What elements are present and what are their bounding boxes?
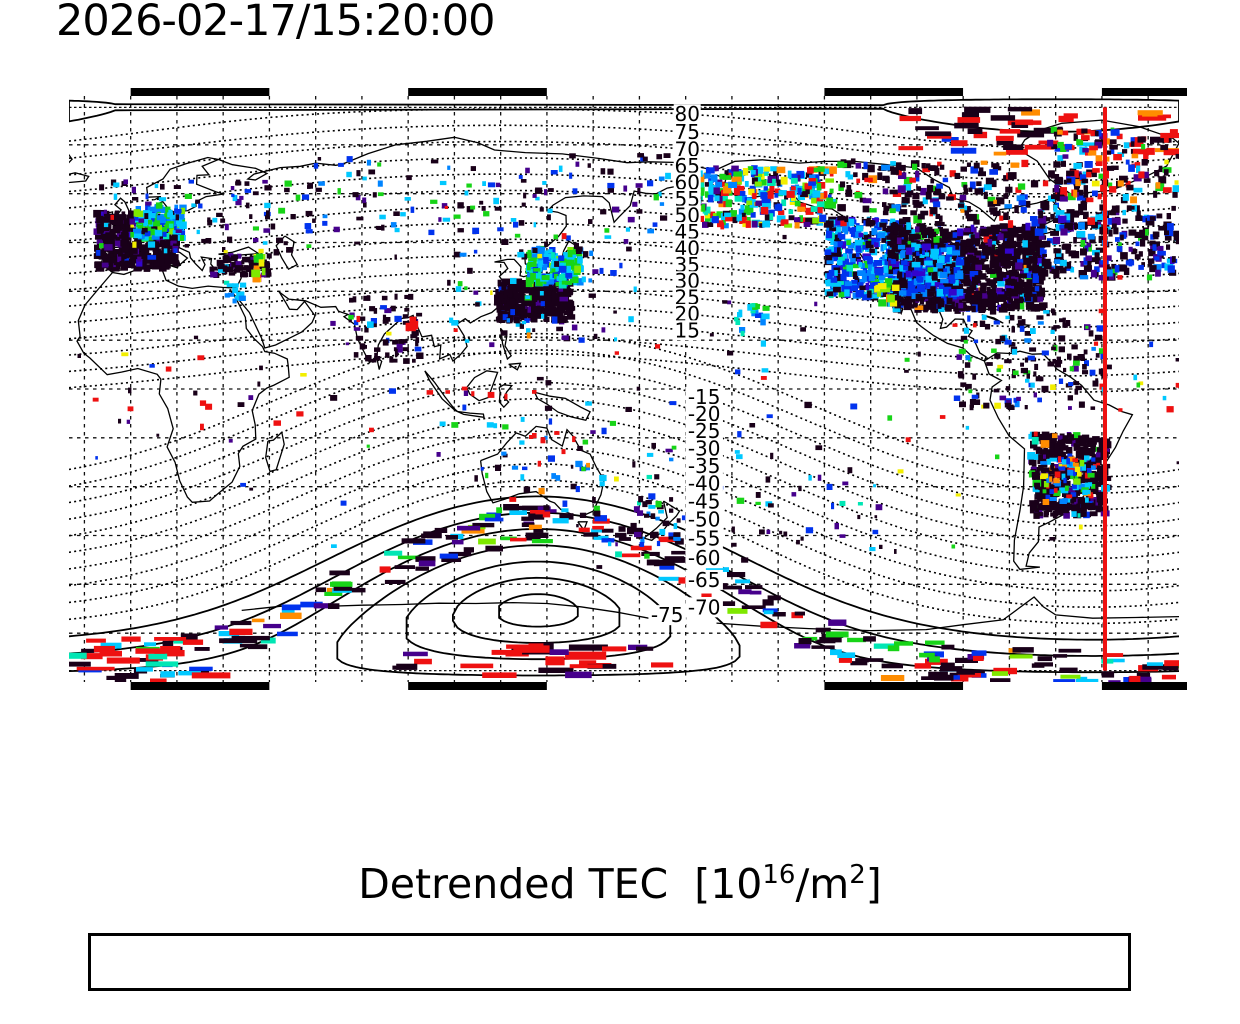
colorbar-gradient: [88, 933, 1131, 991]
red-meridian-line: [1103, 107, 1107, 671]
contour-labels: 8075706560555045403530252015-15-20-25-30…: [648, 102, 723, 627]
geomagnetic-contours: [69, 98, 1179, 677]
timestamp-title: 2026-02-17/15:20:00: [56, 0, 496, 46]
map-border: [61, 88, 1187, 690]
tec-data-points: [69, 106, 1179, 682]
colorbar-title: Detrended TEC [1016/m2]: [358, 860, 882, 908]
map-content: 8075706560555045403530252015-15-20-25-30…: [69, 96, 1179, 682]
map-canvas: 8075706560555045403530252015-15-20-25-30…: [61, 88, 1187, 690]
